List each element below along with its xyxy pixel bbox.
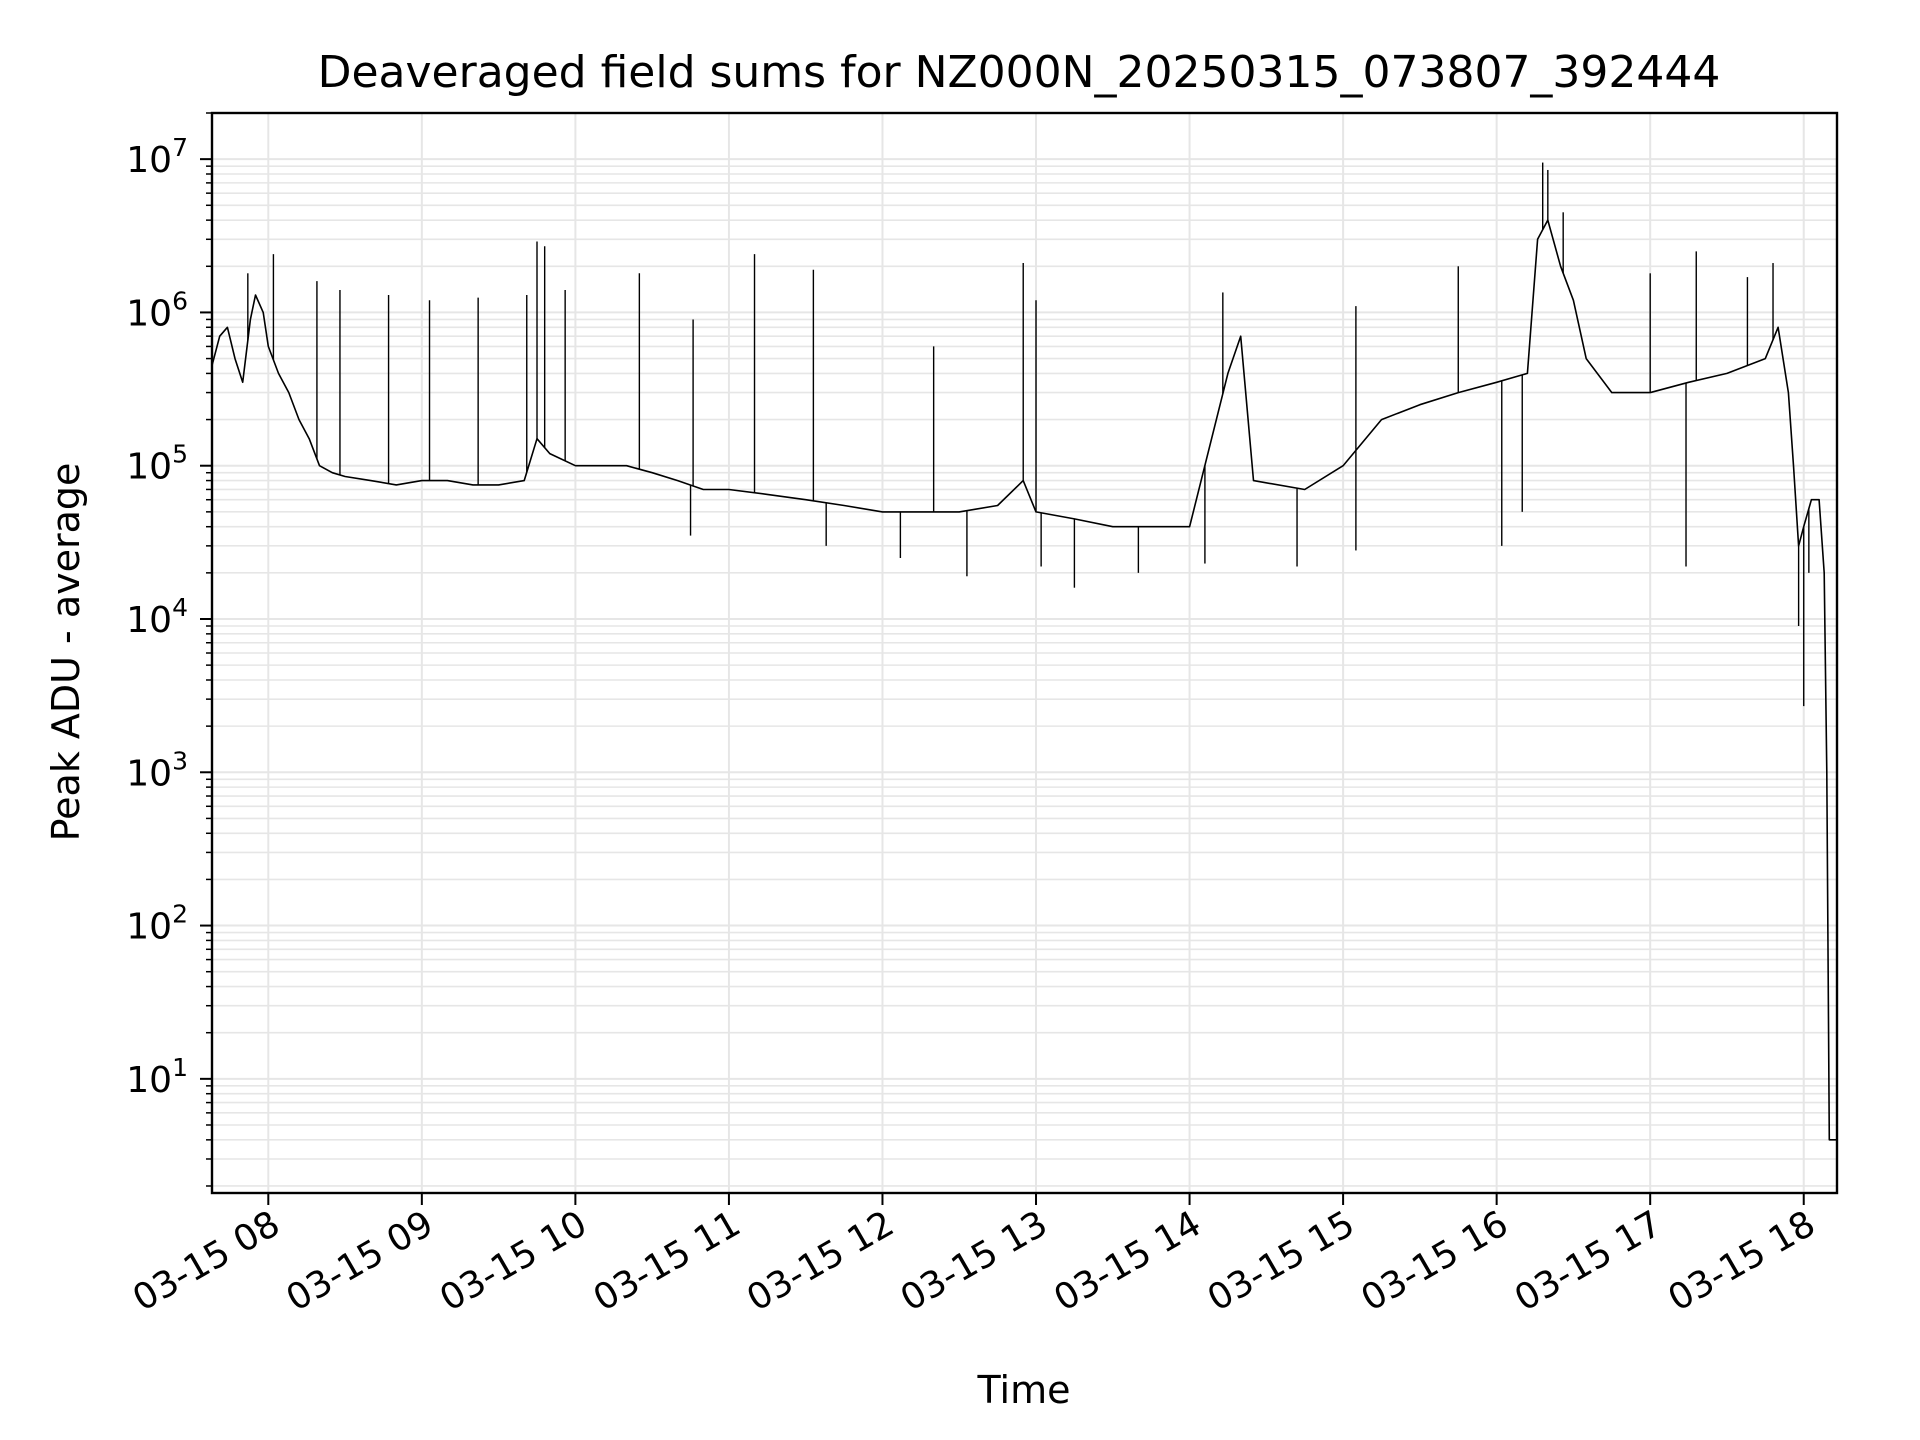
y-tick-label: 106 [126, 286, 188, 334]
series-line [211, 219, 1837, 1141]
y-tick-label-exponent: 3 [172, 746, 188, 775]
y-tick-label-exponent: 1 [172, 1053, 188, 1082]
y-tick-label-base: 10 [126, 753, 172, 794]
y-tick-label-base: 10 [126, 907, 172, 948]
y-tick-label-exponent: 4 [172, 593, 188, 622]
y-tick-label-exponent: 6 [172, 286, 188, 315]
y-tick-label: 101 [126, 1053, 188, 1101]
y-tick-label-base: 10 [126, 600, 172, 641]
y-tick-label-base: 10 [126, 140, 172, 181]
y-tick-label: 107 [126, 133, 188, 181]
y-tick-label-exponent: 5 [172, 440, 188, 469]
y-tick-label: 103 [126, 746, 188, 794]
chart-title: Deaveraged field sums for NZ000N_2025031… [318, 47, 1721, 98]
y-tick-label-base: 10 [126, 293, 172, 334]
y-tick-label-base: 10 [126, 447, 172, 488]
y-tick-label: 105 [126, 440, 188, 488]
grid-layer [212, 112, 1837, 1193]
y-tick-label: 104 [126, 593, 188, 641]
y-tick-label-base: 10 [126, 1060, 172, 1101]
data-layer [211, 162, 1837, 1141]
x-axis-label: Time [977, 1368, 1071, 1412]
y-tick-label-exponent: 2 [172, 900, 188, 929]
y-axis-label: Peak ADU - average [44, 463, 88, 842]
y-tick-label-exponent: 7 [172, 133, 188, 162]
y-tick-label: 102 [126, 900, 188, 948]
